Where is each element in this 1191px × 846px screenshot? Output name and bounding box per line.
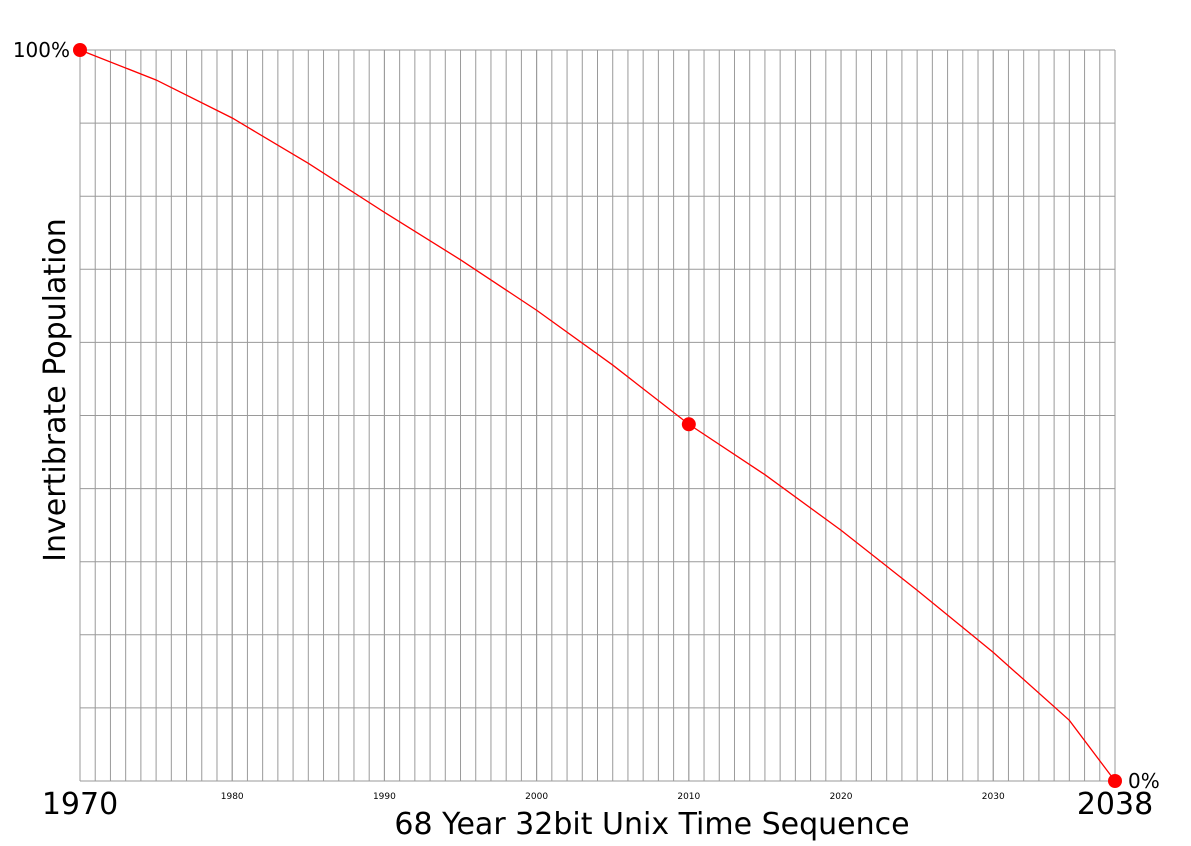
y-tick-label: 0% — [1128, 769, 1160, 793]
x-tick-label: 2038 — [1077, 787, 1153, 822]
data-point — [73, 43, 87, 57]
x-tick-label: 1970 — [42, 787, 118, 822]
x-axis-label: 68 Year 32bit Unix Time Sequence — [394, 807, 909, 842]
data-point — [681, 417, 696, 432]
x-tick-label: 2030 — [982, 792, 1005, 802]
x-tick-label: 2010 — [677, 792, 700, 802]
x-tick-label: 2020 — [830, 792, 853, 802]
x-tick-label: 2000 — [525, 792, 548, 802]
y-tick-label: 100% — [13, 38, 70, 62]
data-line — [79, 49, 1116, 782]
data-point — [1108, 774, 1122, 788]
x-tick-label: 1980 — [221, 792, 244, 802]
y-axis-label: Invertibrate Population — [38, 218, 73, 562]
x-tick-label: 1990 — [373, 792, 396, 802]
